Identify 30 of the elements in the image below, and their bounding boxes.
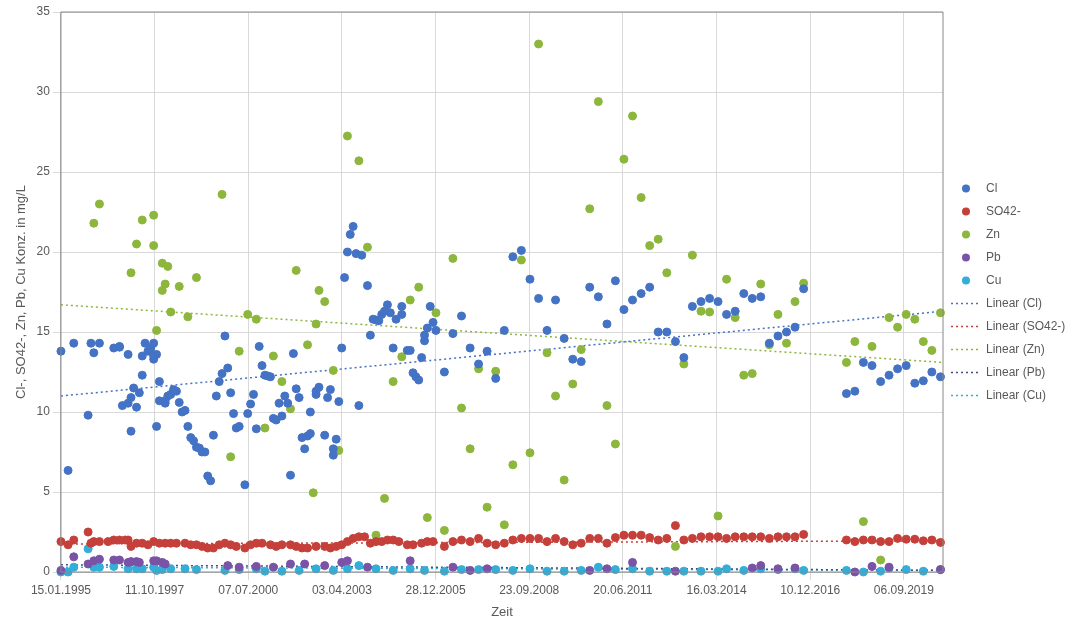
legend-label: Linear (SO42-) — [986, 318, 1066, 333]
legend-label: SO42- — [986, 203, 1021, 218]
y-tick-label: 35 — [36, 4, 51, 19]
x-tick-label: 07.07.2000 — [218, 582, 279, 597]
y-axis-title: Cl-, SO42-, Zn, Pb, Cu Konz. in mg/L — [13, 185, 29, 399]
x-tick-label: 28.12.2005 — [405, 582, 466, 597]
y-tick-label: 25 — [36, 164, 51, 179]
x-tick-label: 11.10.1997 — [125, 582, 185, 597]
y-tick-label: 15 — [36, 324, 51, 339]
legend-label: Zn — [986, 226, 1001, 241]
legend-label: Pb — [986, 249, 1001, 264]
x-tick-label: 10.12.2016 — [780, 582, 841, 597]
x-tick-label: 16.03.2014 — [686, 582, 747, 597]
y-tick-label: 10 — [36, 404, 51, 419]
y-tick-label: 5 — [43, 484, 51, 499]
legend-label: Cu — [986, 272, 1002, 287]
x-tick-label: 03.04.2003 — [311, 582, 373, 597]
x-tick-label: 23.09.2008 — [499, 582, 560, 597]
legend-label: Linear (Cu) — [986, 387, 1047, 402]
y-tick-label: 30 — [36, 84, 51, 99]
x-tick-label: 15.01.1995 — [30, 582, 92, 597]
y-tick-label: 20 — [36, 244, 51, 259]
x-tick-label: 20.06.2011 — [593, 582, 653, 597]
x-axis-title: Zeit — [491, 603, 514, 619]
legend-label: Linear (Cl) — [986, 295, 1043, 310]
legend-label: Linear (Pb) — [986, 364, 1046, 379]
x-tick-label: 06.09.2019 — [873, 582, 935, 597]
y-tick-label: 0 — [43, 564, 51, 579]
legend-label: Linear (Zn) — [986, 341, 1045, 356]
legend-label: Cl — [986, 180, 998, 195]
